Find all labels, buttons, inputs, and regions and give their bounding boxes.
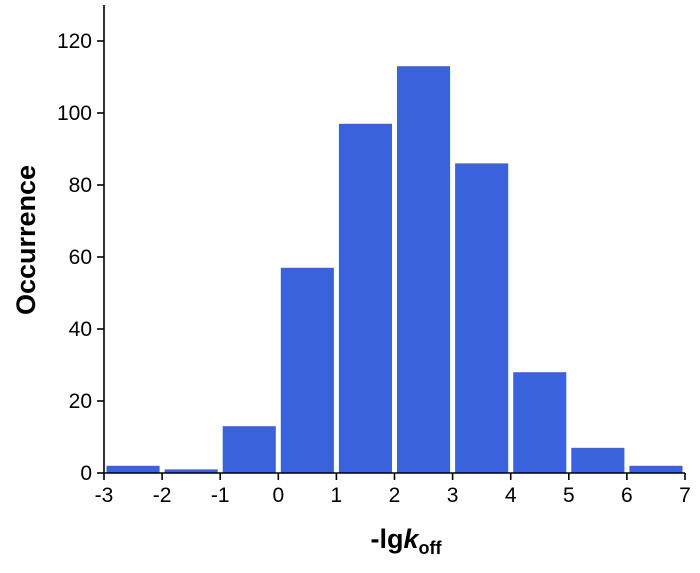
x-ticks-group: -3 -2 -1 0 1 2 3 4 5 6 7 <box>95 473 691 507</box>
histogram-bar <box>571 447 625 473</box>
x-axis-title-italic: k <box>403 524 420 554</box>
x-tick-label: 6 <box>621 484 633 507</box>
x-tick-label: 4 <box>505 484 517 507</box>
x-tick-label: 7 <box>679 484 691 507</box>
y-tick-label: 40 <box>69 318 92 341</box>
histogram-bar <box>513 372 567 473</box>
histogram-bar <box>629 465 683 473</box>
x-tick-label: -2 <box>153 484 172 507</box>
y-tick-label: 100 <box>57 102 92 125</box>
x-tick-label: -1 <box>211 484 230 507</box>
y-axis-title: Occurrence <box>11 165 41 315</box>
x-tick-label: 3 <box>447 484 459 507</box>
histogram-bar <box>397 66 451 473</box>
histogram-bar <box>455 163 509 473</box>
histogram-bar <box>164 469 218 473</box>
x-tick-label: 2 <box>389 484 401 507</box>
x-tick-label: -3 <box>95 484 114 507</box>
x-tick-label: 0 <box>272 484 284 507</box>
x-tick-label: 1 <box>331 484 343 507</box>
x-axis-title: -lgkoff <box>370 524 442 558</box>
histogram-bar <box>338 123 392 474</box>
y-tick-label: 80 <box>69 174 92 197</box>
histogram-bar <box>222 426 276 473</box>
x-axis-title-main: -lg <box>370 524 403 554</box>
y-tick-label: 0 <box>80 462 92 485</box>
bars-group <box>106 66 683 474</box>
y-tick-label: 20 <box>69 390 92 413</box>
axes-group <box>103 5 685 474</box>
y-tick-label: 60 <box>69 246 92 269</box>
histogram-bar <box>280 267 334 473</box>
x-tick-label: 5 <box>563 484 575 507</box>
x-axis-title-subscript: off <box>419 538 443 558</box>
histogram-bar <box>106 465 160 473</box>
y-ticks-group: 0 20 40 60 80 100 120 <box>57 30 104 485</box>
y-tick-label: 120 <box>57 30 92 53</box>
